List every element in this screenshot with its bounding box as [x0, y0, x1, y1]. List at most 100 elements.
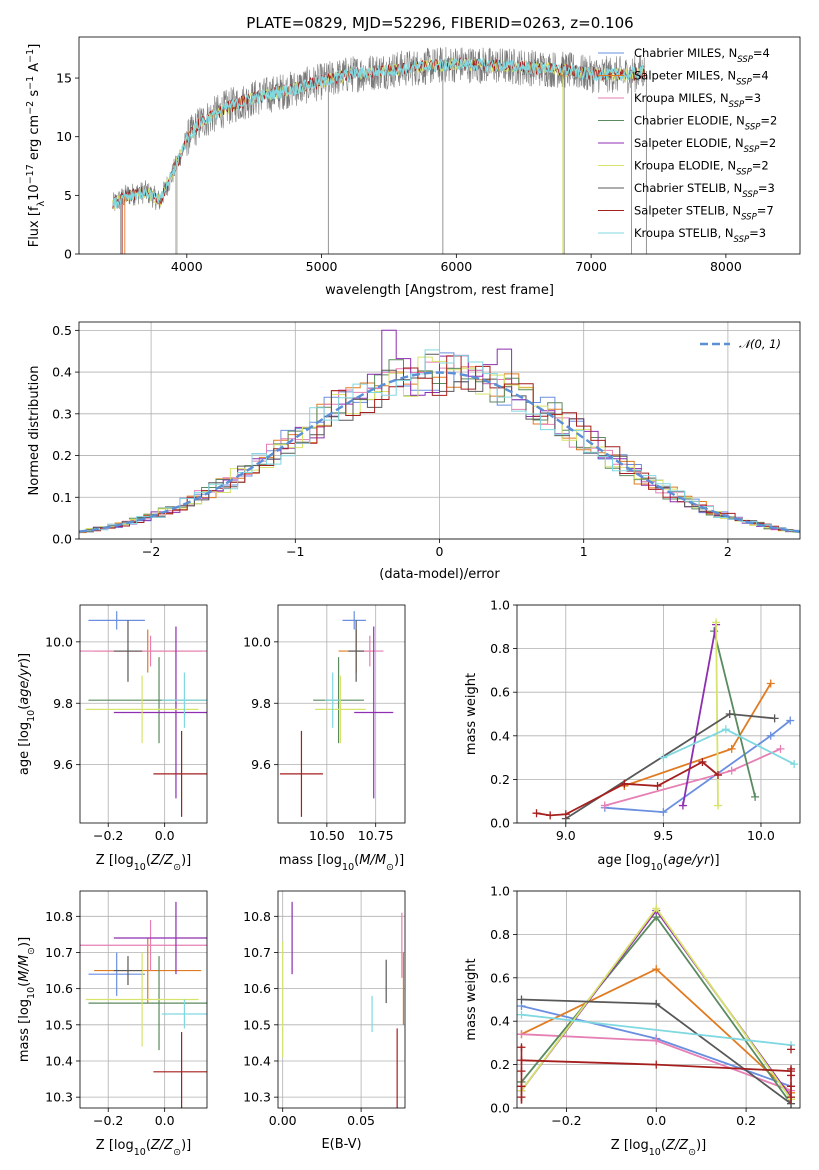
gaussian-curve — [79, 371, 800, 533]
x-tick-label: 9.5 — [653, 828, 673, 843]
label-part: )] — [17, 653, 32, 663]
legend-tail: =7 — [757, 204, 774, 218]
series-marker — [652, 1060, 661, 1069]
series-marker — [546, 811, 555, 820]
panel-mass-vs-e-b-v-: 0.00 0.05 10.3 10.4 10.5 10.6 10.7 10.8 E(B-V) — [243, 890, 406, 1152]
axes-frame — [79, 890, 208, 1109]
label-part: ⊙ — [386, 862, 394, 873]
y-tick-label: 0.6 — [490, 685, 510, 700]
label-part: ( — [17, 705, 32, 710]
x-axis-label: E(B-V) — [321, 1137, 361, 1152]
y-tick-label: 10.0 — [243, 634, 271, 649]
model-spectrum — [112, 56, 646, 209]
axes-frame — [79, 604, 208, 824]
label-part: A — [27, 63, 42, 76]
legend-tail: =2 — [752, 159, 769, 173]
series-marker — [517, 1010, 526, 1019]
series-marker — [652, 1036, 661, 1045]
label-part: age/yr — [668, 853, 711, 868]
series-marker — [751, 792, 760, 801]
label-part: )] — [181, 1138, 191, 1153]
y-tick-label: 15 — [56, 71, 72, 86]
label-part: Z [log — [96, 853, 134, 868]
histogram-series — [79, 349, 800, 534]
label-part: )] — [17, 937, 32, 947]
series-marker — [787, 1045, 796, 1054]
plot-area — [80, 901, 207, 1108]
x-axis-label: Z [log10(Z/Z⊙)] — [96, 853, 191, 873]
x-tick-label: 9.0 — [556, 828, 576, 843]
y-tick-label: 10.3 — [243, 1090, 271, 1105]
x-tick-label: 0.05 — [347, 1113, 375, 1128]
legend-label: Kroupa MILES, NSSP=3 — [634, 91, 761, 110]
label-part: ⊙ — [173, 862, 181, 873]
plot-area — [79, 329, 800, 534]
x-tick-label: 4000 — [171, 259, 203, 274]
x-tick-label: 8000 — [710, 259, 742, 274]
legend-label: Chabrier ELODIE, NSSP=2 — [634, 114, 777, 133]
x-tick-label: 6000 — [440, 259, 472, 274]
x-tick-label: −0.2 — [93, 828, 123, 843]
legend-tail: =4 — [753, 46, 770, 60]
panel-age-vs-mass: 10.50 10.75 9.6 9.8 10.0 mass [log10(M/M⊙)] — [243, 604, 406, 873]
series-marker — [652, 965, 661, 974]
label-part: mass [log — [17, 999, 32, 1062]
label-part: ( — [661, 1138, 666, 1153]
y-axis-label: mass weight — [464, 958, 479, 1040]
y-tick-label: 10.6 — [243, 981, 271, 996]
label-part: Z/Z — [150, 853, 174, 868]
legend-name: Kroupa ELODIE, N — [634, 159, 736, 173]
label-part: M/M — [17, 955, 32, 982]
label-part: 10 — [649, 1147, 661, 1158]
label-part: ( — [146, 853, 151, 868]
label-part: s — [27, 90, 42, 101]
plot-area — [279, 611, 394, 817]
label-part: )] — [696, 1138, 706, 1153]
series-line — [663, 728, 795, 765]
x-axis-label: age [log10(age/yr)] — [597, 853, 719, 873]
label-part: ⊙ — [688, 1147, 696, 1158]
legend-sub: SSP — [744, 145, 760, 155]
x-axis-label: (data-model)/error — [379, 567, 500, 582]
label-part: erg cm — [27, 115, 42, 164]
y-tick-label: 10.5 — [243, 1017, 271, 1032]
legend-sub: SSP — [729, 100, 745, 110]
label-part: age [log — [597, 853, 650, 868]
legend-label: Salpeter MILES, NSSP=4 — [634, 69, 769, 88]
y-tick-label: 10.4 — [243, 1053, 271, 1068]
series-marker — [517, 1030, 526, 1039]
x-tick-label: 10.75 — [358, 828, 394, 843]
label-part: )] — [709, 853, 719, 868]
series-marker — [766, 731, 775, 740]
series-marker — [786, 716, 795, 725]
y-axis-label: mass [log10(M/M⊙)] — [17, 937, 37, 1062]
x-tick-label: −0.2 — [93, 1113, 123, 1128]
legend-name: Salpeter ELODIE, N — [634, 136, 744, 150]
x-tick-label: 10.50 — [309, 828, 345, 843]
series-marker — [727, 744, 736, 753]
series-line — [682, 624, 717, 806]
legend-sub: SSP — [741, 213, 757, 223]
y-tick-label: 0.2 — [490, 1057, 510, 1072]
label-part: −17 — [25, 164, 36, 184]
label-part: −1 — [25, 76, 36, 90]
y-tick-label: 5 — [64, 188, 72, 203]
y-tick-label: 0.2 — [52, 448, 72, 463]
label-part: −2 — [25, 101, 36, 115]
axes-frame — [516, 890, 801, 1109]
label-part: mass [log — [279, 853, 342, 868]
series-marker — [714, 801, 723, 810]
label-part: ] — [27, 44, 42, 49]
y-tick-label: 10.8 — [45, 909, 73, 924]
y-tick-label: 0.0 — [490, 1101, 510, 1116]
legend-sub: SSP — [745, 123, 761, 133]
series-marker — [725, 710, 734, 718]
label-part: ( — [354, 853, 359, 868]
label-part: M/M — [359, 853, 386, 868]
series-marker — [659, 808, 668, 817]
series-marker — [652, 904, 661, 913]
series-marker — [721, 725, 730, 734]
legend-label: Chabrier STELIB, NSSP=3 — [634, 181, 775, 200]
